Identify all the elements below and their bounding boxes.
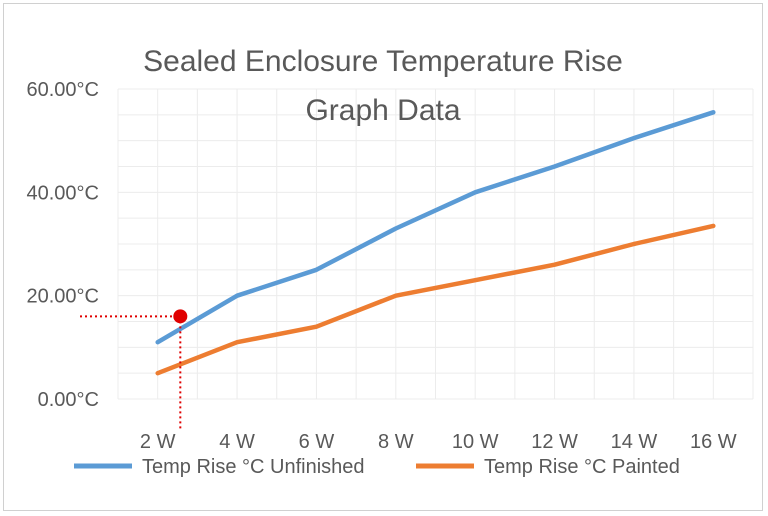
x-tick-label: 8 W — [378, 431, 414, 453]
legend-label-painted: Temp Rise °C Painted — [484, 456, 680, 478]
series-line-0 — [155, 110, 716, 345]
legend: Temp Rise °C Unfinished Temp Rise °C Pai… — [74, 456, 680, 478]
gridlines — [117, 88, 754, 400]
x-tick-label: 16 W — [690, 431, 737, 453]
chart-frame: Sealed Enclosure Temperature Rise Graph … — [3, 3, 763, 511]
legend-label-unfinished: Temp Rise °C Unfinished — [142, 456, 365, 478]
y-tick-label: 20.00°C — [27, 286, 100, 308]
line-chart: Sealed Enclosure Temperature Rise Graph … — [27, 45, 754, 478]
x-tick-label: 4 W — [219, 431, 255, 453]
x-tick-label: 10 W — [452, 431, 499, 453]
chart-title-line-1: Sealed Enclosure Temperature Rise — [143, 45, 623, 78]
y-tick-label: 60.00°C — [27, 79, 100, 101]
chart-title-line-2: Graph Data — [305, 94, 460, 127]
x-tick-label: 2 W — [140, 431, 176, 453]
x-tick-label: 6 W — [299, 431, 335, 453]
annotation — [80, 309, 188, 429]
series-line-1 — [155, 223, 716, 376]
y-axis-ticks: 0.00°C 20.00°C 40.00°C 60.00°C — [27, 79, 100, 411]
x-tick-label: 14 W — [611, 431, 658, 453]
x-tick-label: 12 W — [531, 431, 578, 453]
annotation-point — [173, 309, 188, 324]
x-axis-ticks: 2 W 4 W 6 W 8 W 10 W 12 W 14 W 16 W — [140, 431, 737, 453]
y-tick-label: 0.00°C — [38, 389, 99, 411]
series-lines — [155, 110, 716, 376]
y-tick-label: 40.00°C — [27, 182, 100, 204]
